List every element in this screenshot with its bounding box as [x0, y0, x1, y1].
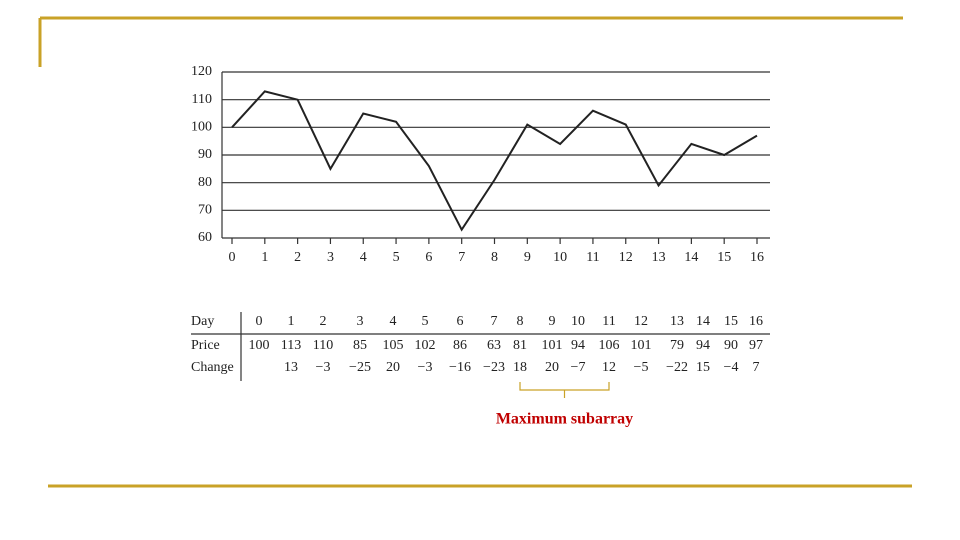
row-label: Change [191, 360, 234, 375]
table-change: 20 [386, 360, 400, 375]
x-tick-label: 11 [586, 250, 599, 265]
table-change: −16 [449, 360, 471, 375]
table-price: 63 [487, 338, 501, 353]
table-day: 0 [256, 314, 263, 329]
table-day: 8 [517, 314, 524, 329]
price-line [231, 90, 758, 232]
table-price: 106 [599, 338, 620, 353]
table-day: 10 [571, 314, 585, 329]
x-tick-label: 8 [491, 250, 498, 265]
table-day: 14 [696, 314, 710, 329]
table-change: 13 [284, 360, 298, 375]
table-day: 13 [670, 314, 684, 329]
table-day: 4 [390, 314, 397, 329]
y-tick-label: 80 [198, 175, 212, 190]
x-tick-label: 2 [294, 250, 301, 265]
table-day: 16 [749, 314, 763, 329]
y-tick-label: 110 [192, 92, 212, 107]
y-tick-label: 100 [191, 120, 212, 135]
x-tick-label: 10 [553, 250, 567, 265]
x-tick-label: 6 [425, 250, 432, 265]
x-tick-label: 9 [524, 250, 531, 265]
table-change: 15 [696, 360, 710, 375]
table-day: 3 [357, 314, 364, 329]
table-price: 81 [513, 338, 527, 353]
table-day: 12 [634, 314, 648, 329]
table-day: 7 [491, 314, 498, 329]
table-price: 97 [749, 338, 763, 353]
x-tick-label: 14 [684, 250, 698, 265]
x-tick-label: 0 [229, 250, 236, 265]
table-price: 110 [313, 338, 333, 353]
table-day: 2 [320, 314, 327, 329]
table-change: −5 [634, 360, 649, 375]
table-day: 9 [549, 314, 556, 329]
x-tick-label: 3 [327, 250, 334, 265]
table-day: 6 [457, 314, 464, 329]
table-price: 90 [724, 338, 738, 353]
annotation: Maximum subarray [496, 411, 633, 428]
table-price: 86 [453, 338, 467, 353]
table-change: 12 [602, 360, 616, 375]
table-day: 11 [602, 314, 615, 329]
table-price: 85 [353, 338, 367, 353]
y-tick-label: 120 [191, 64, 212, 79]
table-day: 5 [422, 314, 429, 329]
table-change: −25 [349, 360, 371, 375]
table-price: 101 [542, 338, 563, 353]
table-change: 20 [545, 360, 559, 375]
x-tick-label: 1 [261, 250, 268, 265]
table-day: 15 [724, 314, 738, 329]
x-tick-label: 15 [717, 250, 731, 265]
row-label: Day [191, 314, 214, 329]
x-tick-label: 12 [619, 250, 633, 265]
table-price: 102 [415, 338, 436, 353]
table-price: 113 [281, 338, 301, 353]
row-label: Price [191, 338, 220, 353]
x-tick-label: 4 [360, 250, 367, 265]
bracket [519, 382, 610, 398]
table-day: 1 [288, 314, 295, 329]
table-change: −22 [666, 360, 688, 375]
table-change: −7 [571, 360, 586, 375]
table-price: 105 [383, 338, 404, 353]
table-change: 18 [513, 360, 527, 375]
x-tick-label: 5 [393, 250, 400, 265]
table-price: 79 [670, 338, 684, 353]
x-tick-label: 7 [458, 250, 465, 265]
y-tick-label: 90 [198, 147, 212, 162]
y-tick-label: 70 [198, 203, 212, 218]
x-tick-label: 16 [750, 250, 764, 265]
table-price: 101 [631, 338, 652, 353]
table-change: −23 [483, 360, 505, 375]
table-change: −3 [316, 360, 331, 375]
table-price: 94 [571, 338, 585, 353]
table-change: −4 [724, 360, 739, 375]
table-change: −3 [418, 360, 433, 375]
table-change: 7 [753, 360, 760, 375]
table-price: 94 [696, 338, 710, 353]
x-tick-label: 13 [652, 250, 666, 265]
table-price: 100 [249, 338, 270, 353]
y-tick-label: 60 [198, 230, 212, 245]
